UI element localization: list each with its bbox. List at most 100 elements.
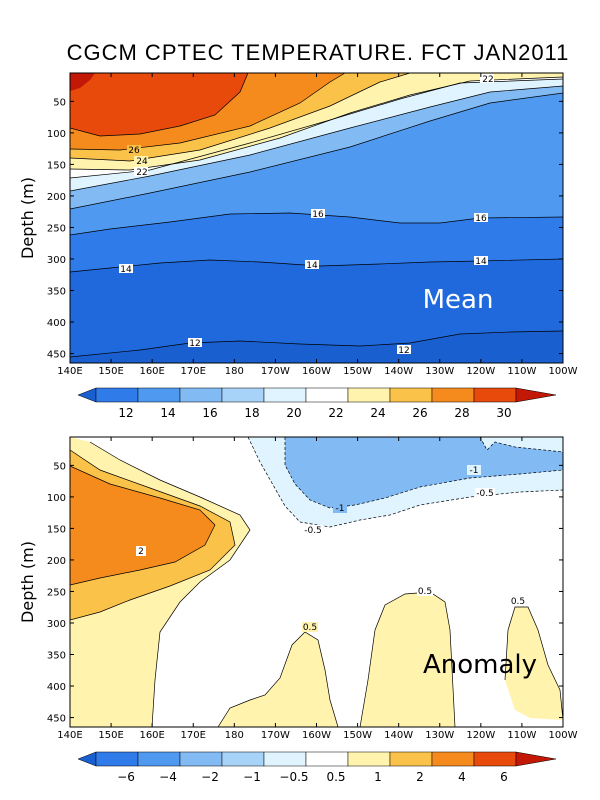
anomaly-clabel: -0.5 — [476, 489, 494, 499]
y-tick-label: 250 — [47, 223, 66, 234]
y-tick-label: 350 — [47, 287, 66, 298]
colorbar-tick-label: 2 — [416, 770, 424, 784]
y-tick-label: 200 — [47, 192, 66, 203]
colorbar-tick-label: −2 — [201, 770, 219, 784]
x-tick-label: 170W — [261, 366, 290, 377]
anomaly-clabel: 0.5 — [418, 587, 432, 597]
x-tick-label: 150W — [343, 730, 372, 741]
x-tick-label: 130W — [425, 366, 454, 377]
anomaly-clabel: -1 — [336, 504, 345, 514]
x-tick-label: 180 — [225, 730, 244, 741]
colorbar-tick-label: −6 — [117, 770, 135, 784]
anomaly-contour-0.5 — [89, 441, 251, 727]
mean-contour-18 — [70, 92, 563, 210]
x-tick-label: 140E — [57, 730, 82, 741]
anomaly-y-axis-label: Depth (m) — [18, 541, 37, 623]
anomaly-clabel: -0.5 — [304, 526, 322, 536]
colorbar-tick-label: 6 — [500, 770, 508, 784]
colorbar-tick-label: 0.5 — [326, 770, 345, 784]
y-tick-label: 400 — [47, 318, 66, 329]
anomaly-contour-2 — [70, 465, 216, 586]
y-tick-label: 350 — [47, 651, 66, 662]
y-tick-label: 400 — [47, 682, 66, 693]
colorbar-tick-label: 18 — [244, 406, 259, 420]
anomaly-contour-neg1 — [284, 437, 563, 509]
x-tick-label: 170W — [261, 730, 290, 741]
y-tick-label: 50 — [53, 97, 66, 108]
mean-clabel: 12 — [189, 339, 200, 349]
mean-contour-14 — [70, 258, 563, 273]
x-tick-label: 100W — [549, 730, 578, 741]
x-tick-label: 160E — [139, 366, 164, 377]
x-tick-label: 110W — [507, 366, 536, 377]
y-tick-label: 50 — [53, 461, 66, 472]
x-tick-label: 120W — [466, 730, 495, 741]
colorbar-tick-label: 20 — [286, 406, 301, 420]
anomaly-contour-1 — [70, 449, 236, 621]
x-tick-label: 150W — [343, 366, 372, 377]
x-tick-label: 170E — [181, 730, 206, 741]
x-tick-label: 110W — [507, 730, 536, 741]
mean-contour-20 — [70, 85, 563, 192]
mean-clabel: 16 — [312, 210, 324, 220]
anomaly-contour-0.5 — [359, 591, 456, 727]
mean-clabel: 24 — [136, 157, 148, 167]
x-tick-label: 140E — [57, 366, 82, 377]
anomaly-panel-fill — [70, 437, 563, 727]
colorbar-tick-label: −1 — [243, 770, 261, 784]
y-tick-label: 100 — [47, 129, 66, 140]
x-tick-label: 150E — [98, 730, 123, 741]
y-tick-label: 250 — [47, 587, 66, 598]
mean-clabel: 14 — [120, 265, 132, 275]
y-tick-label: 300 — [47, 255, 66, 266]
anomaly-region-neg1 — [285, 437, 563, 508]
anomaly-region-0.5 — [505, 607, 563, 720]
y-tick-label: 450 — [47, 714, 66, 725]
mean-clabel: 22 — [136, 168, 147, 178]
x-tick-label: 120W — [466, 366, 495, 377]
y-tick-label: 450 — [47, 350, 66, 361]
colorbar-tick-label: 16 — [202, 406, 217, 420]
y-tick-label: 100 — [47, 493, 66, 504]
x-tick-label: 160W — [302, 730, 331, 741]
mean-band-gt30 — [70, 73, 95, 91]
colorbar-tick-label: 30 — [496, 406, 511, 420]
x-tick-label: 160W — [302, 366, 331, 377]
mean-colorbar — [77, 387, 557, 403]
x-tick-label: 160E — [139, 730, 164, 741]
colorbar-tick-label: 1 — [374, 770, 382, 784]
anomaly-region-0.5 — [360, 592, 455, 727]
mean-clabel: 16 — [475, 214, 487, 224]
colorbar-tick-label: 26 — [412, 406, 427, 420]
anomaly-contour-0.5 — [504, 606, 563, 721]
x-tick-label: 140W — [384, 366, 413, 377]
colorbar-tick-label: 28 — [454, 406, 469, 420]
mean-panel-label: Mean — [423, 285, 494, 315]
colorbar-tick-label: 12 — [118, 406, 133, 420]
anomaly-clabel: -1 — [470, 466, 479, 476]
mean-clabel: 12 — [398, 346, 409, 356]
mean-clabel: 14 — [306, 261, 318, 271]
anomaly-clabel: 0.5 — [511, 597, 525, 607]
anomaly-panel-label: Anomaly — [423, 650, 537, 680]
colorbar-tick-label: 22 — [328, 406, 343, 420]
y-tick-label: 300 — [47, 619, 66, 630]
anomaly-clabel: 2 — [138, 547, 144, 557]
colorbar-tick-label: 4 — [458, 770, 466, 784]
x-tick-label: 140W — [384, 730, 413, 741]
anomaly-region-0.5 — [218, 632, 338, 727]
mean-clabel: 14 — [475, 257, 487, 267]
mean-contour-30 — [70, 73, 249, 137]
anomaly-clabel: 0.5 — [303, 623, 317, 633]
mean-contour-28 — [70, 73, 346, 151]
colorbar-tick-label: −0.5 — [279, 770, 308, 784]
x-tick-label: 170E — [181, 366, 206, 377]
x-tick-label: 130W — [425, 730, 454, 741]
colorbar-tick-label: −4 — [159, 770, 177, 784]
mean-contour-12 — [70, 330, 563, 358]
y-tick-label: 150 — [47, 160, 66, 171]
mean-clabel: 26 — [128, 146, 140, 156]
mean-band-30 — [70, 73, 248, 136]
mean-contour-26 — [70, 73, 411, 162]
